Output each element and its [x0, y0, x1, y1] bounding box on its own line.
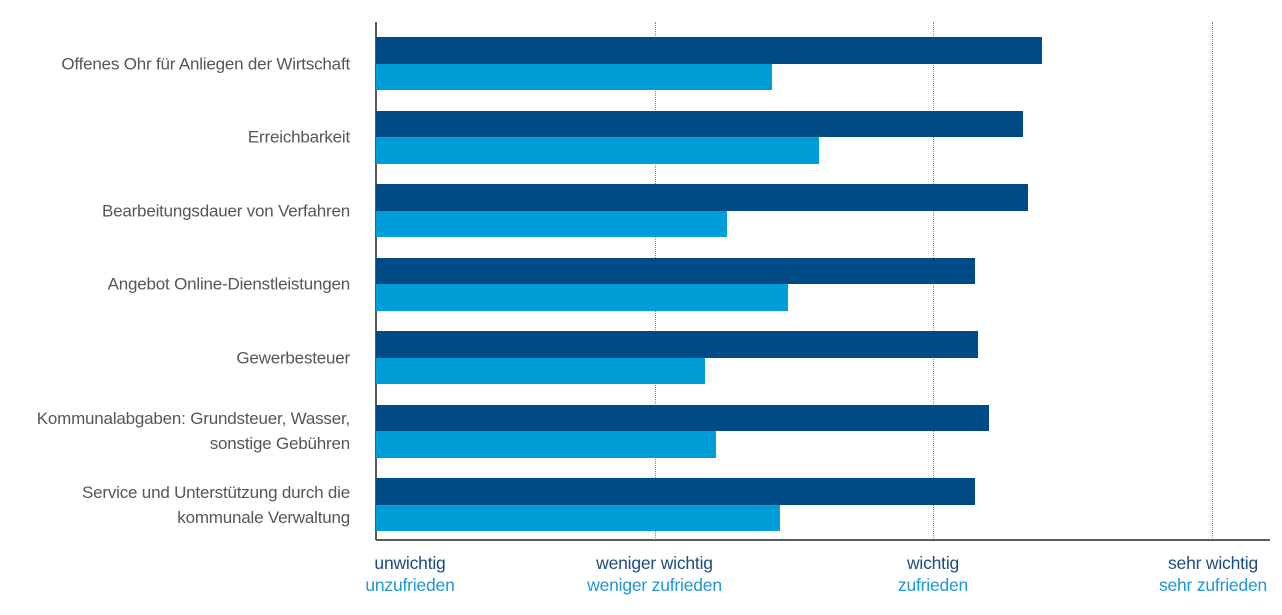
- satisfaction-bar: [376, 431, 716, 458]
- category-label: Kommunalabgaben: Grundsteuer, Wasser, so…: [36, 409, 350, 453]
- importance-bar: [376, 257, 976, 284]
- category-label: Bearbeitungsdauer von Verfahren: [101, 201, 350, 220]
- importance-bar: [376, 404, 990, 431]
- satisfaction-bar: [376, 357, 705, 384]
- satisfaction-bar: [376, 284, 789, 311]
- category-label: Angebot Online-Dienstleistungen: [107, 274, 351, 294]
- satisfaction-bar: [376, 137, 820, 164]
- importance-bar: [376, 478, 976, 505]
- x-tick-label: weniger wichtig weniger zufrieden: [587, 552, 722, 596]
- x-axis-line: [376, 539, 1270, 541]
- x-tick-label: wichtig zufrieden: [898, 552, 968, 596]
- importance-bar: [376, 184, 1029, 211]
- importance-scale-label: weniger wichtig: [596, 553, 713, 573]
- satisfaction-scale-label: unzufrieden: [365, 575, 455, 595]
- satisfaction-bar: [376, 504, 781, 531]
- vertical-gridline: [1212, 22, 1213, 540]
- category-label: Gewerbesteuer: [236, 348, 350, 367]
- satisfaction-scale-label: zufrieden: [897, 575, 969, 595]
- satisfaction-bar: [376, 63, 772, 90]
- category-label: Offenes Ohr für Anliegen der Wirtschaft: [61, 54, 350, 73]
- category-label: Service und Unterstützung durch die komm…: [82, 482, 350, 527]
- importance-bar: [376, 37, 1042, 64]
- importance-scale-label: wichtig: [906, 553, 960, 573]
- importance-bar: [376, 331, 978, 358]
- x-tick-label: unwichtig unzufrieden: [365, 552, 454, 596]
- importance-bar: [376, 110, 1023, 137]
- satisfaction-scale-label: sehr zufrieden: [1158, 575, 1268, 595]
- importance-scale-label: sehr wichtig: [1167, 553, 1258, 573]
- category-label: Erreichbarkeit: [247, 127, 350, 147]
- x-tick-label: sehr wichtig sehr zufrieden: [1159, 552, 1267, 596]
- importance-scale-label: unwichtig: [374, 553, 446, 573]
- satisfaction-scale-label: weniger zufrieden: [587, 575, 722, 595]
- satisfaction-bar: [376, 210, 728, 237]
